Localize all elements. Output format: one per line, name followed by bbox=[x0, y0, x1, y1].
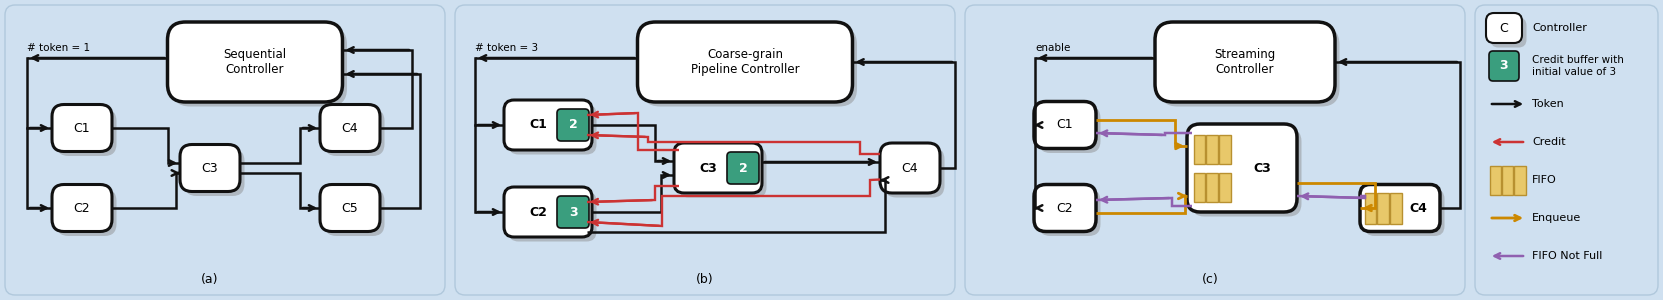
Text: C3: C3 bbox=[700, 161, 717, 175]
FancyBboxPatch shape bbox=[168, 22, 343, 102]
FancyBboxPatch shape bbox=[171, 26, 348, 106]
Bar bbox=[1377, 193, 1389, 224]
FancyBboxPatch shape bbox=[185, 149, 244, 196]
Text: C: C bbox=[1500, 22, 1508, 34]
Bar bbox=[1219, 172, 1231, 202]
FancyBboxPatch shape bbox=[1360, 184, 1440, 232]
Text: Controller: Controller bbox=[1532, 23, 1587, 33]
FancyBboxPatch shape bbox=[1159, 26, 1339, 106]
Text: C2: C2 bbox=[1056, 202, 1073, 214]
FancyBboxPatch shape bbox=[557, 196, 589, 228]
FancyBboxPatch shape bbox=[52, 104, 111, 152]
FancyBboxPatch shape bbox=[674, 143, 762, 193]
Text: C3: C3 bbox=[201, 161, 218, 175]
Text: Token: Token bbox=[1532, 99, 1563, 109]
FancyBboxPatch shape bbox=[5, 5, 446, 295]
FancyBboxPatch shape bbox=[52, 184, 111, 232]
Bar bbox=[1390, 193, 1402, 224]
Text: enable: enable bbox=[1034, 43, 1071, 53]
FancyBboxPatch shape bbox=[1191, 128, 1302, 217]
Text: Credit: Credit bbox=[1532, 137, 1565, 147]
Text: C1: C1 bbox=[73, 122, 90, 134]
FancyBboxPatch shape bbox=[1038, 106, 1101, 153]
FancyBboxPatch shape bbox=[637, 22, 853, 102]
Text: (c): (c) bbox=[1202, 274, 1219, 286]
Text: 3: 3 bbox=[569, 206, 577, 218]
Text: C5: C5 bbox=[341, 202, 358, 214]
FancyBboxPatch shape bbox=[509, 104, 597, 154]
FancyBboxPatch shape bbox=[1490, 17, 1527, 47]
FancyBboxPatch shape bbox=[319, 104, 381, 152]
Text: Enqueue: Enqueue bbox=[1532, 213, 1582, 223]
Bar bbox=[1490, 166, 1500, 194]
Text: 2: 2 bbox=[569, 118, 577, 131]
FancyBboxPatch shape bbox=[1475, 5, 1658, 295]
Bar bbox=[1365, 193, 1377, 224]
Text: C4: C4 bbox=[1409, 202, 1427, 214]
FancyBboxPatch shape bbox=[557, 109, 589, 141]
Bar bbox=[1206, 134, 1217, 164]
Bar bbox=[1194, 134, 1206, 164]
FancyBboxPatch shape bbox=[509, 191, 597, 242]
Text: C1: C1 bbox=[1056, 118, 1073, 131]
Text: FIFO Not Full: FIFO Not Full bbox=[1532, 251, 1603, 261]
FancyBboxPatch shape bbox=[319, 184, 381, 232]
FancyBboxPatch shape bbox=[965, 5, 1465, 295]
Text: # token = 3: # token = 3 bbox=[476, 43, 539, 53]
Text: C1: C1 bbox=[529, 118, 547, 131]
Bar bbox=[1219, 134, 1231, 164]
FancyBboxPatch shape bbox=[880, 143, 940, 193]
FancyBboxPatch shape bbox=[324, 109, 384, 156]
Text: 2: 2 bbox=[738, 161, 747, 175]
FancyBboxPatch shape bbox=[324, 189, 384, 236]
Text: 3: 3 bbox=[1500, 59, 1508, 73]
FancyBboxPatch shape bbox=[679, 148, 767, 197]
FancyBboxPatch shape bbox=[57, 189, 116, 236]
Text: C4: C4 bbox=[341, 122, 358, 134]
Text: Sequential
Controller: Sequential Controller bbox=[223, 48, 286, 76]
Text: Streaming
Controller: Streaming Controller bbox=[1214, 48, 1276, 76]
FancyBboxPatch shape bbox=[1187, 124, 1297, 212]
Text: C2: C2 bbox=[529, 206, 547, 218]
Text: Coarse-grain
Pipeline Controller: Coarse-grain Pipeline Controller bbox=[690, 48, 800, 76]
FancyBboxPatch shape bbox=[57, 109, 116, 156]
Text: FIFO: FIFO bbox=[1532, 175, 1557, 185]
FancyBboxPatch shape bbox=[456, 5, 955, 295]
Text: (b): (b) bbox=[697, 274, 713, 286]
Text: C3: C3 bbox=[1254, 161, 1271, 175]
FancyBboxPatch shape bbox=[727, 152, 758, 184]
Bar bbox=[1194, 172, 1206, 202]
FancyBboxPatch shape bbox=[504, 100, 592, 150]
FancyBboxPatch shape bbox=[642, 26, 856, 106]
FancyBboxPatch shape bbox=[1365, 189, 1445, 236]
Text: Credit buffer with
initial value of 3: Credit buffer with initial value of 3 bbox=[1532, 55, 1623, 77]
Text: (a): (a) bbox=[201, 274, 220, 286]
FancyBboxPatch shape bbox=[1038, 189, 1101, 236]
FancyBboxPatch shape bbox=[885, 148, 945, 197]
FancyBboxPatch shape bbox=[504, 187, 592, 237]
FancyBboxPatch shape bbox=[1034, 184, 1096, 232]
Text: # token = 1: # token = 1 bbox=[27, 43, 90, 53]
Bar bbox=[1502, 166, 1513, 194]
FancyBboxPatch shape bbox=[1034, 101, 1096, 148]
FancyBboxPatch shape bbox=[1156, 22, 1335, 102]
Bar bbox=[1515, 166, 1525, 194]
FancyBboxPatch shape bbox=[1488, 51, 1518, 81]
Bar bbox=[1206, 172, 1217, 202]
FancyBboxPatch shape bbox=[180, 145, 239, 191]
FancyBboxPatch shape bbox=[1487, 13, 1522, 43]
Text: C4: C4 bbox=[901, 161, 918, 175]
Text: C2: C2 bbox=[73, 202, 90, 214]
